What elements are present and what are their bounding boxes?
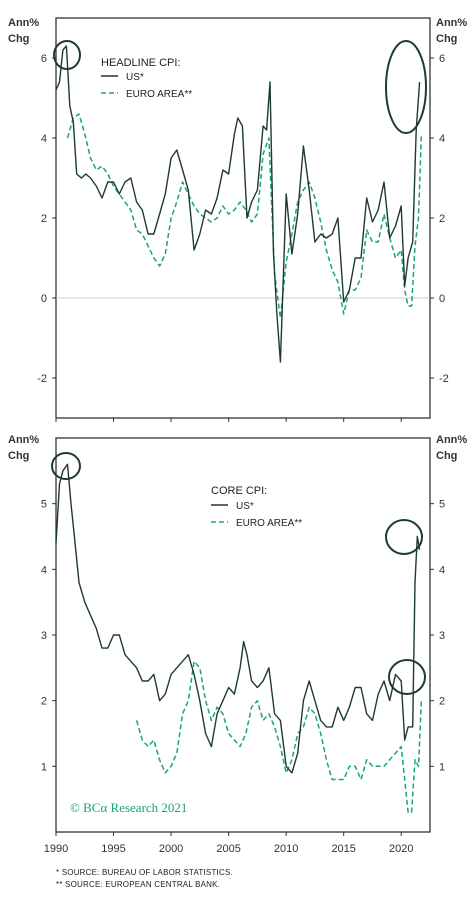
headline-series-euro-area (66, 113, 423, 319)
core-legend-euro-label: EURO AREA** (236, 518, 302, 529)
core-ytick-label-right: 1 (439, 761, 445, 773)
core-legend-title: CORE CPI: (211, 485, 267, 497)
headline-ylabel-left-1: Ann% (8, 17, 39, 29)
headline-ytick-label-right: 6 (439, 53, 445, 65)
headline-ylabel-right-2: Chg (436, 33, 457, 45)
xtick-label: 1990 (44, 843, 68, 855)
headline-ylabel-right-1: Ann% (436, 17, 467, 29)
core-ytick-label-left: 5 (41, 499, 47, 511)
footnote-2: ** SOURCE: EUROPEAN CENTRAL BANK. (56, 880, 221, 889)
core-series-euro-area (135, 660, 423, 814)
core-ytick-label-left: 2 (41, 696, 47, 708)
headline-ytick-label-right: -2 (439, 373, 449, 385)
headline-ytick-label-left: 6 (41, 53, 47, 65)
core-ytick-label-left: 1 (41, 761, 47, 773)
bca-credit: © BCα Research 2021 (70, 800, 187, 815)
headline-ylabel-left-2: Chg (8, 33, 29, 45)
core-cpi-panel: Ann% Chg Ann% Chg 1 1 2 2 3 3 4 4 5 5 CORE CPI: U… (8, 434, 467, 836)
core-ytick-label-right: 4 (439, 564, 445, 576)
headline-ytick-label-right: 0 (439, 293, 445, 305)
core-ytick-label-right: 2 (439, 696, 445, 708)
core-highlight-circle-1990 (51, 452, 81, 480)
headline-ytick-label-right: 2 (439, 213, 445, 225)
xtick-label: 2015 (331, 843, 355, 855)
core-ytick-label-right: 3 (439, 630, 445, 642)
core-ylabel-right-1: Ann% (436, 434, 467, 446)
core-ylabel-left-1: Ann% (8, 434, 39, 446)
core-highlight-circle-2021-euro (388, 659, 426, 695)
core-plot-frame (55, 437, 431, 833)
core-series-us (55, 463, 421, 774)
headline-legend: HEADLINE CPI: US* EURO AREA** (101, 57, 192, 100)
core-ylabel-left-2: Chg (8, 450, 29, 462)
xtick-label: 2000 (159, 843, 183, 855)
core-ytick-label-right: 5 (439, 499, 445, 511)
headline-series-us (55, 45, 421, 363)
headline-legend-title: HEADLINE CPI: (101, 57, 180, 69)
headline-legend-us-label: US* (126, 72, 144, 83)
headline-ytick-label-left: -2 (37, 373, 47, 385)
core-legend: CORE CPI: US* EURO AREA** (211, 485, 302, 529)
xtick-label: 2005 (216, 843, 240, 855)
xtick-label: 2020 (389, 843, 413, 855)
headline-legend-euro-label: EURO AREA** (126, 89, 192, 100)
footnote-1: * SOURCE: BUREAU OF LABOR STATISTICS. (56, 868, 233, 877)
core-ytick-label-left: 3 (41, 630, 47, 642)
core-ylabel-right-2: Chg (436, 450, 457, 462)
headline-highlight-circle-2021 (385, 40, 427, 134)
headline-ytick-label-left: 0 (41, 293, 47, 305)
headline-ytick-label-left: 4 (41, 133, 47, 145)
xtick-label: 1995 (101, 843, 125, 855)
headline-cpi-panel: Ann% Chg Ann% Chg -2 -2 0 0 2 2 4 4 6 6 HEADLINE … (8, 17, 467, 422)
core-legend-us-label: US* (236, 501, 254, 512)
core-ytick-label-left: 4 (41, 564, 47, 576)
core-highlight-circle-2021-us (385, 519, 423, 555)
headline-ytick-label-right: 4 (439, 133, 445, 145)
headline-ytick-label-left: 2 (41, 213, 47, 225)
xtick-label: 2010 (274, 843, 298, 855)
headline-highlight-circle-1990 (53, 40, 81, 70)
